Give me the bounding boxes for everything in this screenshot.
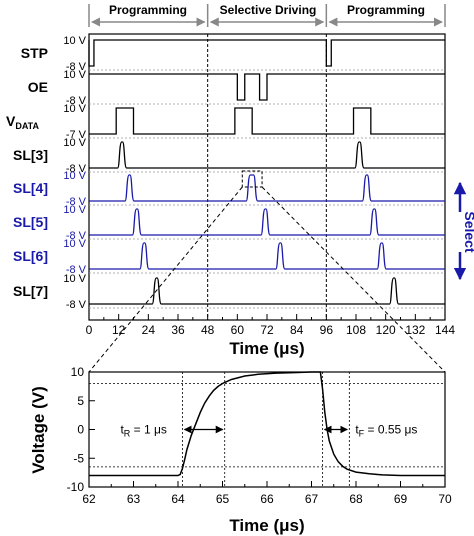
top-xtick-label: 96	[320, 323, 334, 337]
bottom-ylabel: Voltage (V)	[29, 386, 48, 474]
row-name: SL[7]	[13, 283, 48, 299]
voltage-curve	[89, 371, 445, 477]
zoom-box	[241, 170, 263, 188]
level-high-label: 10 V	[63, 69, 86, 81]
top-xtick-label: 0	[86, 323, 93, 337]
bottom-xtick-label: 67	[305, 492, 319, 506]
bottom-ytick-label: -10	[67, 480, 85, 494]
tf-label: tF = 0.55 μs	[355, 423, 417, 439]
bottom-xtick-label: 62	[82, 492, 96, 506]
zoom-plot-frame	[88, 371, 446, 488]
level-low-label: -8 V	[66, 61, 87, 73]
bottom-ytick-label: 5	[77, 394, 84, 408]
phase-label-3: Programming	[347, 3, 425, 17]
bottom-xlabel: Time (μs)	[229, 516, 304, 535]
waveform-stp	[88, 39, 445, 67]
top-xtick-label: 132	[405, 323, 425, 337]
phase-label-1: Programming	[109, 3, 187, 17]
top-xtick-label: 84	[290, 323, 304, 337]
bottom-xtick-label: 64	[171, 492, 185, 506]
top-xtick-label: 48	[201, 323, 215, 337]
zoom-reference-lines	[89, 372, 445, 487]
row-name: SL[4]	[13, 180, 48, 196]
bottom-xtick-label: 65	[216, 492, 230, 506]
top-x-axis: 0 12 24 36 48 60 72 84 96 108 120 132 144	[86, 314, 455, 337]
top-xtick-label: 120	[376, 323, 396, 337]
select-indicator: Select	[453, 181, 474, 281]
top-xtick-label: 60	[231, 323, 245, 337]
row-name: SL[6]	[13, 248, 48, 264]
level-high-label: 10 V	[63, 238, 86, 250]
row-name: STP	[21, 45, 48, 61]
waveform-sl7	[89, 277, 445, 305]
timing-diagram: Programming Selective Driving Programmin…	[6, 3, 474, 358]
level-low-label: -8 V	[66, 95, 87, 107]
level-low-label: -8 V	[66, 230, 87, 242]
level-low-label: -7 V	[66, 129, 87, 141]
level-low-label: -8 V	[66, 196, 87, 208]
level-low-label: -8 V	[66, 299, 87, 311]
bottom-ytick-label: 10	[71, 365, 85, 379]
row-name-vdata: VDATA	[6, 113, 40, 131]
phase-label-2: Selective Driving	[220, 3, 317, 17]
bottom-xtick-label: 63	[127, 492, 141, 506]
level-high-label: 10 V	[63, 170, 86, 182]
tf-annotation: tF = 0.55 μs	[323, 423, 417, 439]
waveform-sl3	[89, 141, 445, 169]
top-xtick-label: 12	[112, 323, 126, 337]
zoom-connector-right	[261, 186, 446, 373]
top-xtick-label: 36	[171, 323, 185, 337]
select-label: Select	[462, 211, 474, 253]
top-xtick-label: 144	[435, 323, 455, 337]
zoom-connector-left	[88, 186, 243, 373]
row-name: OE	[28, 79, 48, 95]
row-name: SL[5]	[13, 214, 48, 230]
bottom-xtick-label: 66	[260, 492, 274, 506]
zoom-plot: 62 63 64 65 66 67 68 69 70 -10 -5 0 5 10 tR = 1 μs tF…	[29, 365, 452, 535]
top-xlabel: Time (μs)	[229, 339, 304, 358]
level-low-label: -8 V	[66, 163, 87, 175]
waveform-vdata	[89, 107, 445, 135]
bottom-xtick-label: 70	[438, 492, 452, 506]
waveform-oe	[89, 73, 445, 101]
row-name: SL[3]	[13, 147, 48, 163]
level-high-label: 10 V	[63, 137, 86, 149]
level-high-label: 10 V	[63, 103, 86, 115]
waveform-sl4	[89, 174, 445, 202]
tr-label: tR = 1 μs	[120, 423, 166, 439]
bottom-ytick-label: -5	[73, 451, 84, 465]
phase-dividers	[207, 34, 327, 320]
tr-annotation: tR = 1 μs	[120, 423, 224, 439]
top-xtick-label: 108	[346, 323, 366, 337]
waveform-sl6	[89, 242, 445, 270]
level-high-label: 10 V	[63, 273, 86, 285]
top-xtick-label: 72	[260, 323, 274, 337]
level-high-label: 10 V	[63, 35, 86, 47]
top-xtick-label: 24	[142, 323, 156, 337]
level-low-label: -8 V	[66, 264, 87, 276]
zoom-axes: 62 63 64 65 66 67 68 69 70 -10 -5 0 5 10	[67, 365, 452, 506]
bottom-xtick-label: 69	[394, 492, 408, 506]
bottom-xtick-label: 68	[349, 492, 363, 506]
bottom-ytick-label: 0	[77, 423, 84, 437]
level-high-label: 10 V	[63, 204, 86, 216]
waveform-sl5	[89, 208, 445, 236]
phase-bar: Programming Selective Driving Programmin…	[88, 3, 446, 27]
